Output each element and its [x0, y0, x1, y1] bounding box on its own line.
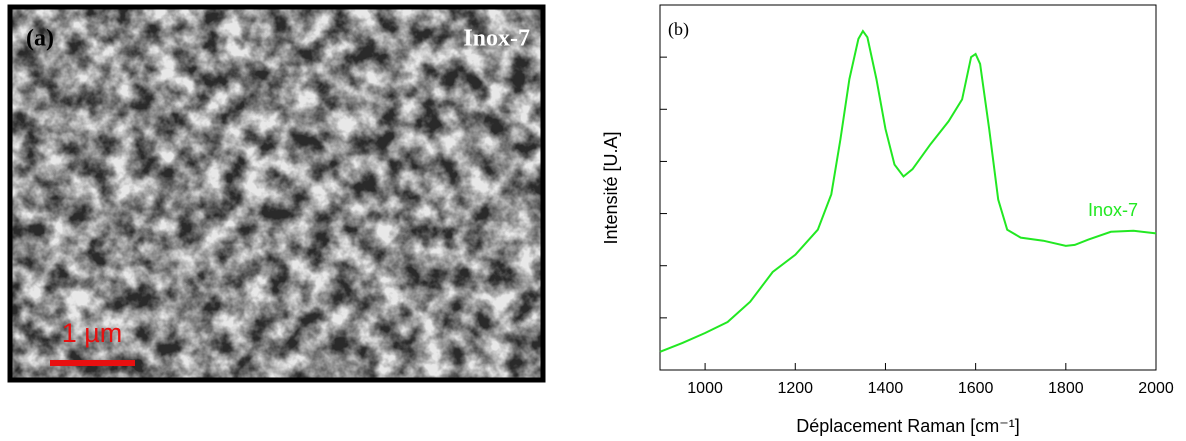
- x-tick-label: 1400: [868, 380, 904, 397]
- sample-label: Inox-7: [463, 26, 530, 52]
- annotation: Inox-7: [1088, 200, 1138, 220]
- x-tick-label: 1800: [1048, 380, 1084, 397]
- panel-label: (a): [26, 26, 54, 52]
- sem-texture: [10, 7, 543, 380]
- plot-frame: [659, 4, 1157, 371]
- x-tick-label: 1600: [958, 380, 994, 397]
- image-border: [7, 4, 546, 383]
- sem-panel: (a) Inox-7 1 µm: [7, 4, 546, 383]
- x-tick-label: 1200: [777, 380, 813, 397]
- spectrum-line: [659, 29, 1157, 353]
- x-tick-label: 1000: [687, 380, 723, 397]
- scale-bar-label: 1 µm: [62, 318, 123, 348]
- y-axis-label: Intensité [U.A]: [601, 131, 621, 244]
- panel-label: (b): [668, 19, 689, 40]
- x-axis-label: Déplacement Raman [cm⁻¹]: [796, 416, 1020, 436]
- x-tick-label: 2000: [1138, 380, 1174, 397]
